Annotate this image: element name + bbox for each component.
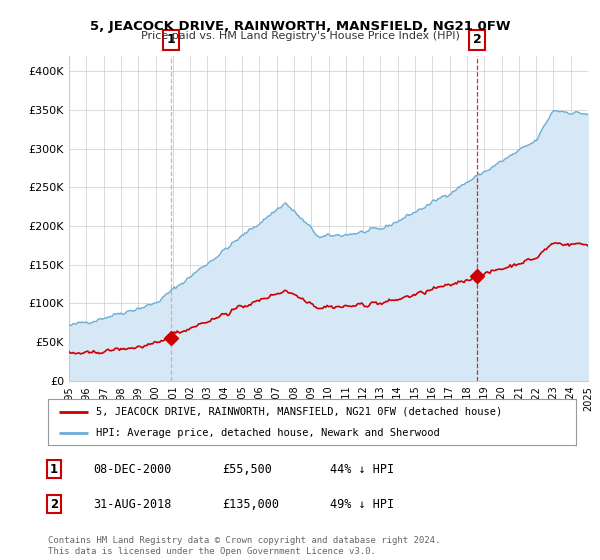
Text: 2: 2 bbox=[473, 33, 481, 46]
Text: HPI: Average price, detached house, Newark and Sherwood: HPI: Average price, detached house, Newa… bbox=[95, 428, 439, 438]
Text: 1: 1 bbox=[167, 33, 176, 46]
Text: 5, JEACOCK DRIVE, RAINWORTH, MANSFIELD, NG21 0FW (detached house): 5, JEACOCK DRIVE, RAINWORTH, MANSFIELD, … bbox=[95, 407, 502, 417]
Text: 31-AUG-2018: 31-AUG-2018 bbox=[93, 497, 172, 511]
Text: Price paid vs. HM Land Registry's House Price Index (HPI): Price paid vs. HM Land Registry's House … bbox=[140, 31, 460, 41]
Text: 1: 1 bbox=[50, 463, 58, 476]
Text: £135,000: £135,000 bbox=[222, 497, 279, 511]
Text: 44% ↓ HPI: 44% ↓ HPI bbox=[330, 463, 394, 476]
Text: Contains HM Land Registry data © Crown copyright and database right 2024.
This d: Contains HM Land Registry data © Crown c… bbox=[48, 536, 440, 556]
Text: 08-DEC-2000: 08-DEC-2000 bbox=[93, 463, 172, 476]
Text: 49% ↓ HPI: 49% ↓ HPI bbox=[330, 497, 394, 511]
Text: 2: 2 bbox=[50, 497, 58, 511]
Text: 5, JEACOCK DRIVE, RAINWORTH, MANSFIELD, NG21 0FW: 5, JEACOCK DRIVE, RAINWORTH, MANSFIELD, … bbox=[90, 20, 510, 32]
Text: £55,500: £55,500 bbox=[222, 463, 272, 476]
